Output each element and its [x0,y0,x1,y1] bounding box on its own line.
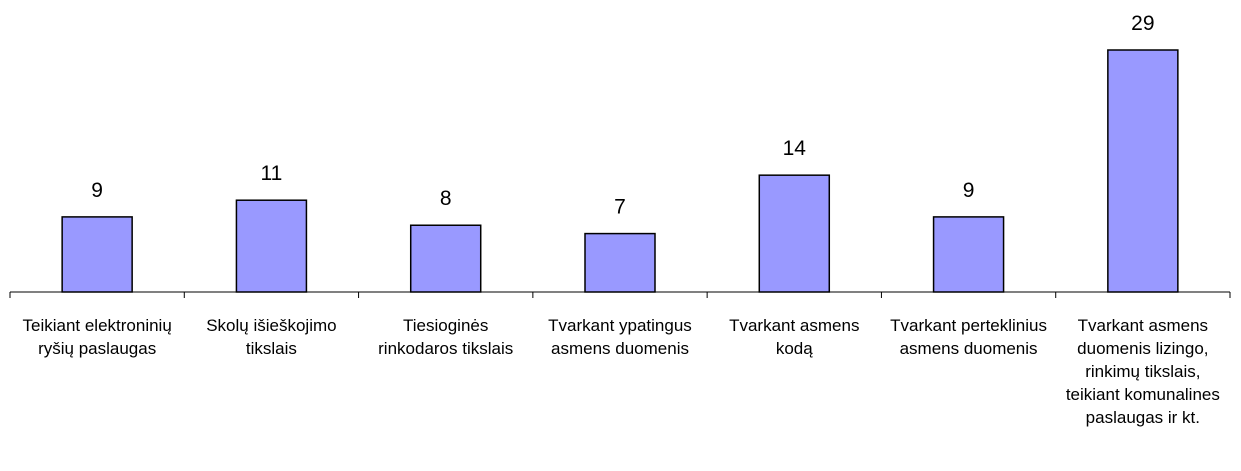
value-label: 8 [440,187,452,210]
bar [1107,49,1179,293]
value-label: 9 [963,179,975,202]
x-tick-label: Tiesioginės rinkodaros tikslais [378,316,514,358]
x-tick-label: Tvarkant asmens duomenis lizingo, rinkim… [1065,316,1220,427]
bar [61,216,133,293]
x-tick-label: Tvarkant perteklinius asmens duomenis [890,316,1047,358]
value-label: 29 [1131,12,1154,35]
bar [584,232,656,293]
x-tick-label: Tvarkant asmens kodą [729,316,860,358]
value-label: 11 [261,162,283,185]
x-tick-label: Skolų išieškojimo tikslais [206,316,337,358]
bar [932,216,1005,293]
value-label: 14 [783,137,807,160]
bar [758,174,831,293]
bar [235,199,308,293]
value-label: 7 [614,196,626,219]
value-label: 9 [91,179,103,202]
x-tick-label: Teikiant elektroninių ryšių paslaugas [22,316,172,358]
bar [409,224,482,293]
x-tick-label: Tvarkant ypatingus asmens duomenis [548,316,692,358]
